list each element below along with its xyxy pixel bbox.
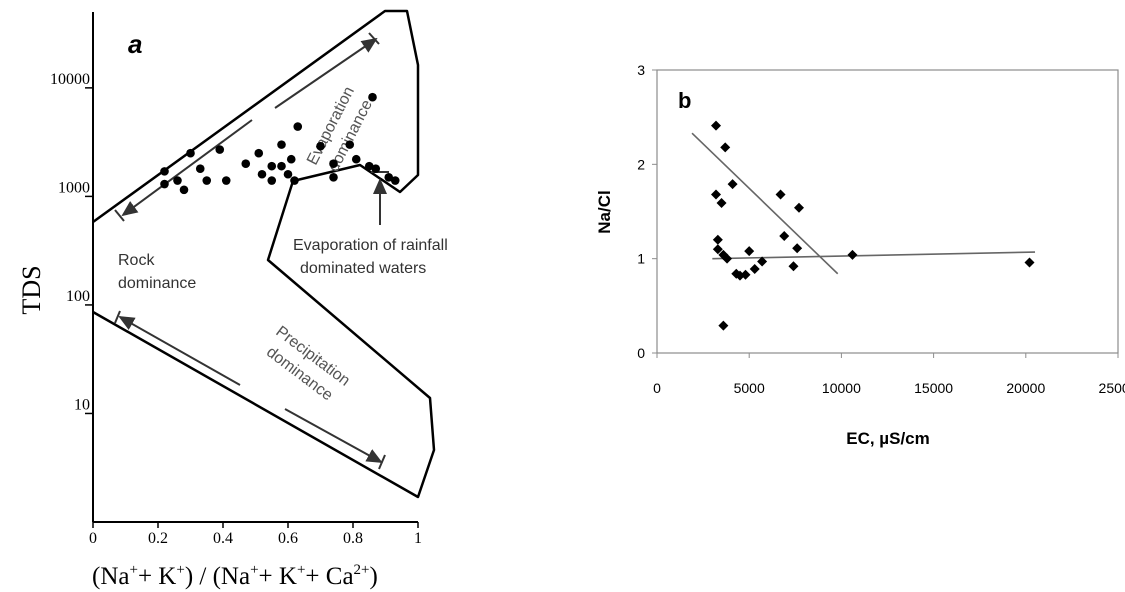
b-data-point <box>740 269 751 280</box>
a-ylabel: TDS <box>17 265 46 314</box>
a-data-point <box>316 141 325 151</box>
b-data-point <box>788 261 799 272</box>
a-data-point <box>351 154 361 164</box>
b-data-point <box>711 189 722 200</box>
a-data-point <box>329 159 338 169</box>
precipitation-arrow-upper <box>118 316 241 386</box>
a-data-point <box>345 140 355 149</box>
rainfall-label-1: Evaporation of rainfall <box>293 237 448 254</box>
b-data-point <box>716 198 727 209</box>
b-data-point <box>749 264 760 275</box>
a-data-point <box>364 161 374 171</box>
rainfall-label-2: dominated waters <box>300 260 426 277</box>
evaporation-arrow-lower <box>121 119 253 217</box>
b-data-point <box>727 179 738 190</box>
b-x-tick-label: 5000 <box>734 380 765 396</box>
b-y-tick-label: 0 <box>637 345 645 361</box>
b-data-point <box>722 253 733 264</box>
a-data-point <box>286 154 296 164</box>
a-data-point <box>277 161 286 171</box>
panel-a-label: a <box>128 29 142 59</box>
a-x-tick-label: 0.2 <box>148 530 168 547</box>
a-data-point <box>267 176 277 185</box>
a-data-point <box>160 179 169 189</box>
b-data-point <box>793 202 804 213</box>
a-xlabel: (Na++ K+) / (Na++ K++ Ca2+) <box>92 562 378 590</box>
a-y-tick-label: 10 <box>74 396 90 413</box>
b-data-point <box>779 231 790 242</box>
b-y-tick-label: 3 <box>637 62 645 78</box>
evaporation-arrow-lower-cap <box>114 209 125 222</box>
a-data-point <box>221 176 231 185</box>
rock-dominance-label-1: Rock <box>118 252 155 269</box>
b-x-tick-label: 20000 <box>1006 380 1045 396</box>
a-data-point <box>267 161 277 171</box>
a-x-tick-label: 1 <box>414 530 422 547</box>
b-data-point <box>712 244 723 255</box>
a-data-point <box>371 164 381 173</box>
b-data-point <box>847 249 858 260</box>
a-y-tick-label: 100 <box>66 288 90 305</box>
b-data-point <box>718 320 729 331</box>
a-data-point <box>257 169 267 179</box>
evaporation-arrow-upper <box>274 37 378 109</box>
a-data-point <box>277 140 286 149</box>
a-data-point <box>390 176 400 185</box>
a-data-point <box>329 172 338 182</box>
b-ylabel: Na/Cl <box>595 190 614 233</box>
nacl-ec-chart: 0 1 2 3 0 5000 10000 15000 20000 25000 b Na/Cl E… <box>595 62 1125 448</box>
a-data-point <box>215 145 225 154</box>
a-y-tick-label: 1000 <box>58 179 90 196</box>
b-data-point <box>744 246 755 257</box>
b-data-point <box>712 234 723 245</box>
a-data-point <box>186 148 195 158</box>
a-x-tick-label: 0 <box>89 530 97 547</box>
b-x-tick-label: 15000 <box>914 380 953 396</box>
b-plot-frame <box>656 69 1119 354</box>
b-data-point <box>775 189 786 200</box>
b-trend-line <box>691 132 839 275</box>
a-data-point <box>290 176 299 185</box>
precipitation-dominance-label: Precipitation dominance <box>263 323 353 404</box>
a-data-point <box>368 92 377 102</box>
precipitation-arrow-lower-cap <box>378 454 386 470</box>
a-data-point <box>202 176 212 185</box>
a-data-point <box>241 159 251 169</box>
a-data-point <box>254 148 264 158</box>
a-data-point <box>384 172 394 182</box>
b-y-tick-label: 1 <box>637 251 645 267</box>
a-data-point <box>293 122 303 131</box>
panel-b-label: b <box>678 88 691 113</box>
b-data-point <box>757 256 768 267</box>
a-data-point <box>179 185 189 195</box>
gibbs-diagram: 10 100 1000 10000 0 0.2 0.4 0.6 0.8 1 a Evaporat… <box>17 9 448 590</box>
b-data-point <box>792 243 803 254</box>
a-data-point <box>173 176 182 185</box>
a-x-tick-label: 0.6 <box>278 530 298 547</box>
precipitation-arrow-upper-cap <box>114 310 121 324</box>
b-x-tick-label: 25000 <box>1099 380 1125 396</box>
rock-dominance-label-2: dominance <box>118 275 196 292</box>
b-data-point <box>711 120 722 131</box>
a-y-tick-label: 10000 <box>50 71 90 88</box>
b-x-tick-label: 0 <box>653 380 661 396</box>
b-xlabel: EC, µS/cm <box>846 429 930 448</box>
b-data-point <box>720 142 731 153</box>
a-data-point <box>195 164 205 173</box>
a-data-point <box>283 169 293 179</box>
a-x-tick-label: 0.4 <box>213 530 233 547</box>
b-trend-line <box>712 251 1036 260</box>
b-x-tick-label: 10000 <box>822 380 861 396</box>
b-y-tick-label: 2 <box>637 156 645 172</box>
gibbs-envelope <box>92 9 436 499</box>
a-data-point <box>160 167 169 176</box>
precipitation-arrow-lower <box>284 408 383 463</box>
b-data-point <box>718 249 729 260</box>
a-x-tick-label: 0.8 <box>343 530 363 547</box>
b-data-point <box>1024 257 1035 268</box>
evaporation-arrow-upper-cap <box>368 32 380 45</box>
